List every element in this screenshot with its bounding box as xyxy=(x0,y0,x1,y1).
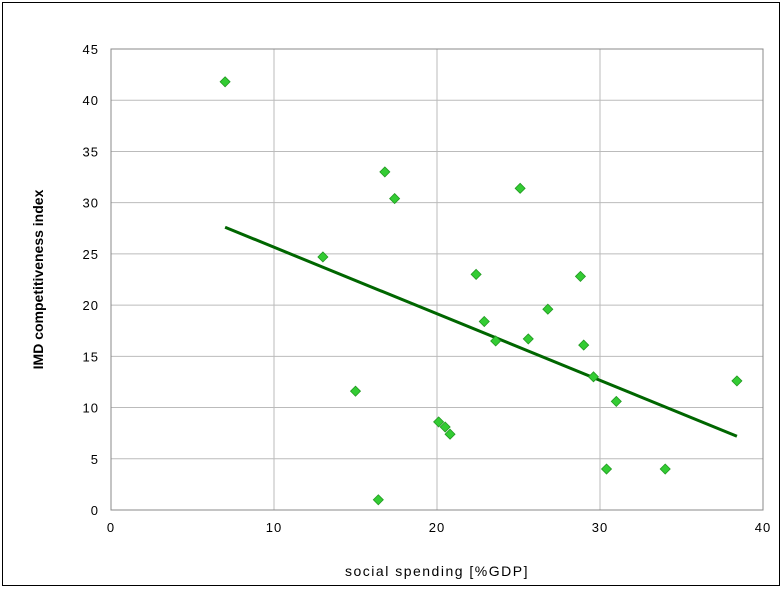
data-point xyxy=(444,428,456,440)
data-point xyxy=(219,76,231,88)
data-point xyxy=(514,182,526,194)
data-point xyxy=(600,463,613,475)
y-tick-label: 35 xyxy=(83,144,99,159)
data-point xyxy=(610,395,622,407)
data-points xyxy=(219,76,743,506)
grid-lines xyxy=(110,48,764,511)
data-point xyxy=(490,335,502,347)
data-point xyxy=(574,270,587,282)
x-tick-label: 20 xyxy=(429,520,445,535)
x-axis-title: social spending [%GDP] xyxy=(345,563,529,579)
y-tick-label: 15 xyxy=(83,349,99,364)
data-point xyxy=(433,416,445,428)
y-tick-label: 30 xyxy=(83,196,99,211)
plot-area-border xyxy=(110,48,764,511)
y-axis-title: IMD competitiveness index xyxy=(30,189,46,369)
scatter-chart: 0 10 20 30 40 0 5 10 15 20 25 30 35 40 45 social spen… xyxy=(30,42,771,579)
x-tick-label: 0 xyxy=(107,520,115,535)
data-point xyxy=(372,494,384,506)
data-point xyxy=(478,315,490,328)
y-tick-label: 10 xyxy=(83,401,99,416)
data-point xyxy=(587,371,600,383)
y-tick-labels: 0 5 10 15 20 25 30 35 40 45 xyxy=(83,42,99,518)
x-tick-labels: 0 10 20 30 40 xyxy=(107,520,771,535)
data-point xyxy=(542,303,554,315)
trend-line xyxy=(224,225,738,438)
data-point xyxy=(439,421,451,433)
y-tick-label: 5 xyxy=(91,452,99,467)
y-tick-label: 0 xyxy=(91,503,99,518)
data-point xyxy=(578,339,590,351)
data-point xyxy=(317,251,329,263)
x-tick-label: 40 xyxy=(755,520,771,535)
data-point xyxy=(379,166,391,178)
y-tick-label: 45 xyxy=(83,42,99,57)
data-point xyxy=(389,193,401,205)
data-point xyxy=(349,385,362,397)
x-tick-label: 10 xyxy=(266,520,282,535)
data-point xyxy=(522,333,534,345)
y-tick-label: 20 xyxy=(83,298,99,313)
y-tick-label: 25 xyxy=(83,247,99,262)
y-tick-label: 40 xyxy=(83,93,99,108)
x-tick-label: 30 xyxy=(592,520,608,535)
data-point xyxy=(659,463,671,475)
data-point xyxy=(470,268,482,280)
data-point xyxy=(731,375,743,387)
